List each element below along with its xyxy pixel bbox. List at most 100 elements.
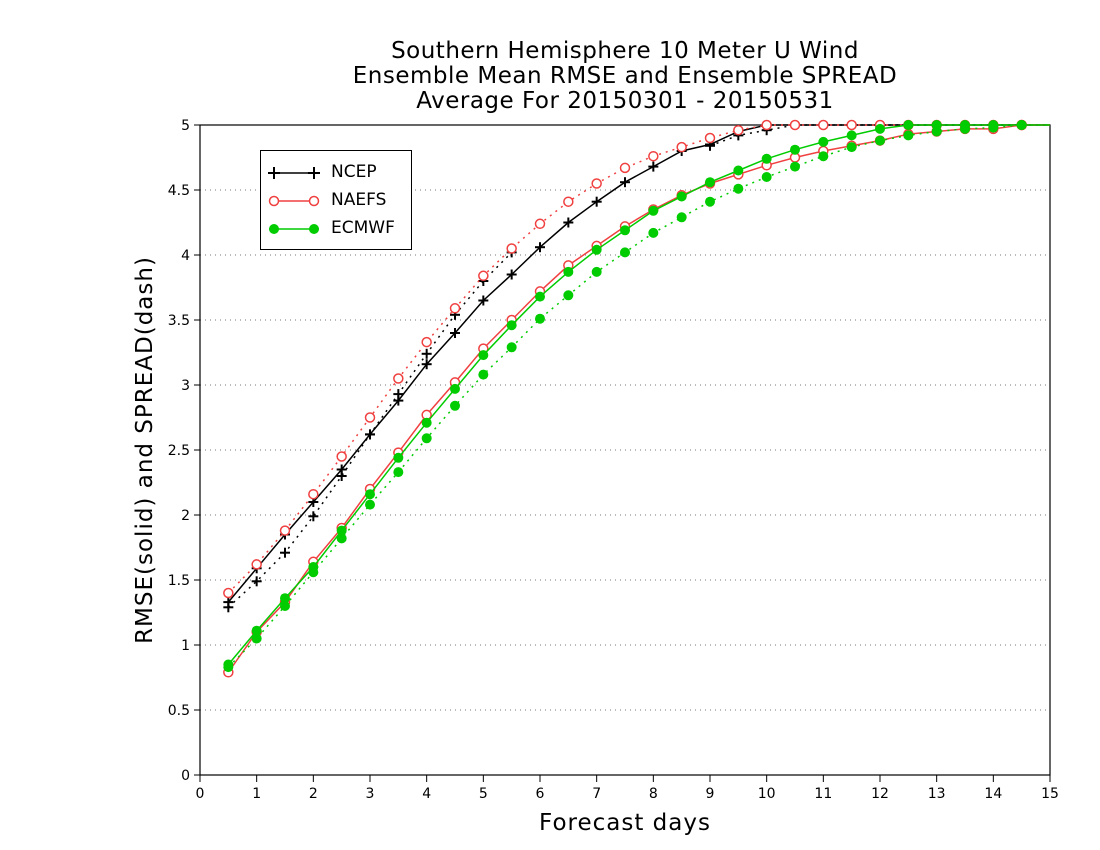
ecmwf-spread-point-18 [733, 183, 744, 194]
ncep-spread-point-6 [393, 389, 404, 400]
ecmwf-rmse-point-15 [648, 205, 659, 216]
ncep-rmse-point-11 [535, 242, 545, 253]
ncep-rmse-point-8 [450, 328, 460, 338]
ncep-rmse-point-13 [591, 196, 602, 207]
ecmwf-spread-point-12 [563, 290, 574, 301]
x-tick-label-7: 7 [592, 786, 601, 802]
x-tick-label-5: 5 [479, 786, 488, 802]
chart-title-line-2: Ensemble Mean RMSE and Ensemble SPREAD [352, 63, 898, 89]
x-tick-label-13: 13 [928, 786, 946, 802]
naefs-spread-point-4 [336, 451, 347, 462]
ecmwf-spread-point-11 [535, 313, 545, 324]
ncep-spread-point-5 [365, 429, 375, 440]
ncep-rmse-point-10 [506, 269, 517, 280]
x-tick-label-4: 4 [422, 786, 431, 802]
ecmwf-rmse-point-1 [251, 625, 262, 636]
ecmwf-rmse-point-16 [676, 191, 687, 202]
ecmwf-spread-point-4 [336, 533, 347, 544]
ncep-rmse-point-9 [478, 295, 489, 306]
ecmwf-spread-point-9 [478, 369, 489, 380]
ecmwf-rmse-point-20 [790, 144, 800, 155]
y-tick-label-8: 4 [181, 248, 190, 264]
naefs-spread-point-5 [364, 412, 376, 423]
ecmwf-spread-point-17 [705, 196, 715, 207]
ecmwf-rmse-point-18 [733, 165, 744, 176]
naefs-spread-point-12 [563, 196, 574, 207]
x-tick-label-15: 15 [1041, 786, 1059, 802]
ecmwf-spread-point-10 [506, 342, 517, 353]
ecmwf-rmse-point-2 [280, 593, 290, 604]
naefs-spread-point-17 [704, 132, 716, 144]
naefs-spread-point-14 [619, 162, 631, 174]
ncep-spread-point-1 [251, 576, 262, 587]
ncep-spread-point-0 [223, 602, 234, 613]
naefs-spread-point-11 [534, 218, 546, 230]
naefs-spread-point-19 [761, 119, 772, 131]
x-tick-label-10: 10 [758, 786, 776, 802]
x-tick-label-1: 1 [252, 786, 261, 802]
ecmwf-spread-point-14 [620, 247, 630, 258]
ecmwf-rmse-point-5 [365, 489, 375, 500]
x-axis-label: Forecast days [539, 810, 711, 836]
y-tick-label-1: 0.5 [168, 703, 190, 719]
naefs-spread-point-10 [506, 243, 517, 254]
x-tick-label-12: 12 [871, 786, 889, 802]
y-tick-label-5: 2.5 [168, 443, 190, 459]
y-tick-label-9: 4.5 [168, 183, 190, 199]
naefs-spread-point-20 [789, 119, 801, 131]
y-axis-label: RMSE(solid) and SPREAD(dash) [132, 256, 158, 644]
x-tick-label-14: 14 [984, 786, 1002, 802]
naefs-spread-point-16 [676, 141, 687, 153]
ecmwf-spread-point-16 [676, 212, 687, 223]
naefs-spread-point-0 [223, 587, 234, 599]
y-tick-label-3: 1.5 [168, 573, 190, 589]
ecmwf-spread-point-23 [875, 135, 885, 146]
naefs-spread-point-22 [846, 119, 857, 131]
legend-marker-naefs [268, 195, 280, 207]
naefs-spread-line-0 [227, 124, 1050, 594]
x-tick-label-6: 6 [536, 786, 545, 802]
ecmwf-spread-point-15 [648, 227, 659, 238]
ncep-rmse-point-7 [421, 359, 432, 370]
ncep-spread-point-2 [280, 547, 290, 558]
ncep-rmse-point-14 [620, 177, 630, 188]
legend: NCEP NAEFS ECMWF [260, 150, 412, 250]
ecmwf-rmse-point-19 [761, 153, 772, 164]
y-tick-label-2: 1 [181, 638, 190, 654]
y-tick-label-0: 0 [181, 768, 190, 784]
y-tick-label-6: 3 [181, 378, 190, 394]
naefs-spread-point-8 [449, 303, 461, 314]
ncep-rmse-point-15 [648, 161, 659, 172]
ecmwf-spread-point-20 [790, 161, 800, 172]
x-tick-label-3: 3 [366, 786, 375, 802]
ecmwf-spread-point-7 [421, 433, 432, 444]
chart-title-line-1: Southern Hemisphere 10 Meter U Wind [391, 38, 859, 64]
ecmwf-rmse-point-9 [478, 350, 489, 361]
x-tick-label-9: 9 [706, 786, 715, 802]
ecmwf-spread-point-5 [365, 499, 375, 510]
ecmwf-spread-point-28 [1016, 120, 1027, 130]
ecmwf-spread-point-1 [251, 633, 262, 644]
ecmwf-spread-point-3 [308, 567, 319, 578]
chart-title-line-3: Average For 20150301 - 20150531 [416, 88, 834, 114]
ecmwf-spread-point-24 [903, 130, 914, 141]
ecmwf-rmse-point-10 [506, 320, 517, 331]
ecmwf-rmse-point-7 [421, 417, 432, 428]
ecmwf-spread-point-8 [450, 400, 460, 411]
ecmwf-rmse-point-21 [818, 136, 829, 147]
ecmwf-spread-point-21 [818, 151, 829, 162]
ecmwf-rmse-point-22 [846, 130, 857, 141]
ncep-spread-point-3 [308, 511, 319, 522]
ecmwf-spread-point-6 [393, 467, 404, 478]
naefs-spread-point-6 [393, 373, 404, 384]
naefs-spread-point-13 [591, 178, 602, 189]
ncep-spread-point-4 [336, 471, 347, 481]
ncep-spread-point-7 [421, 348, 432, 359]
legend-swatches [268, 167, 320, 234]
ecmwf-rmse-point-23 [875, 123, 885, 134]
legend-label-naefs: NAEFS [331, 190, 387, 210]
ecmwf-rmse-point-17 [705, 177, 715, 188]
legend-marker-ecmwf [269, 224, 279, 234]
ecmwf-rmse-point-12 [563, 266, 574, 277]
